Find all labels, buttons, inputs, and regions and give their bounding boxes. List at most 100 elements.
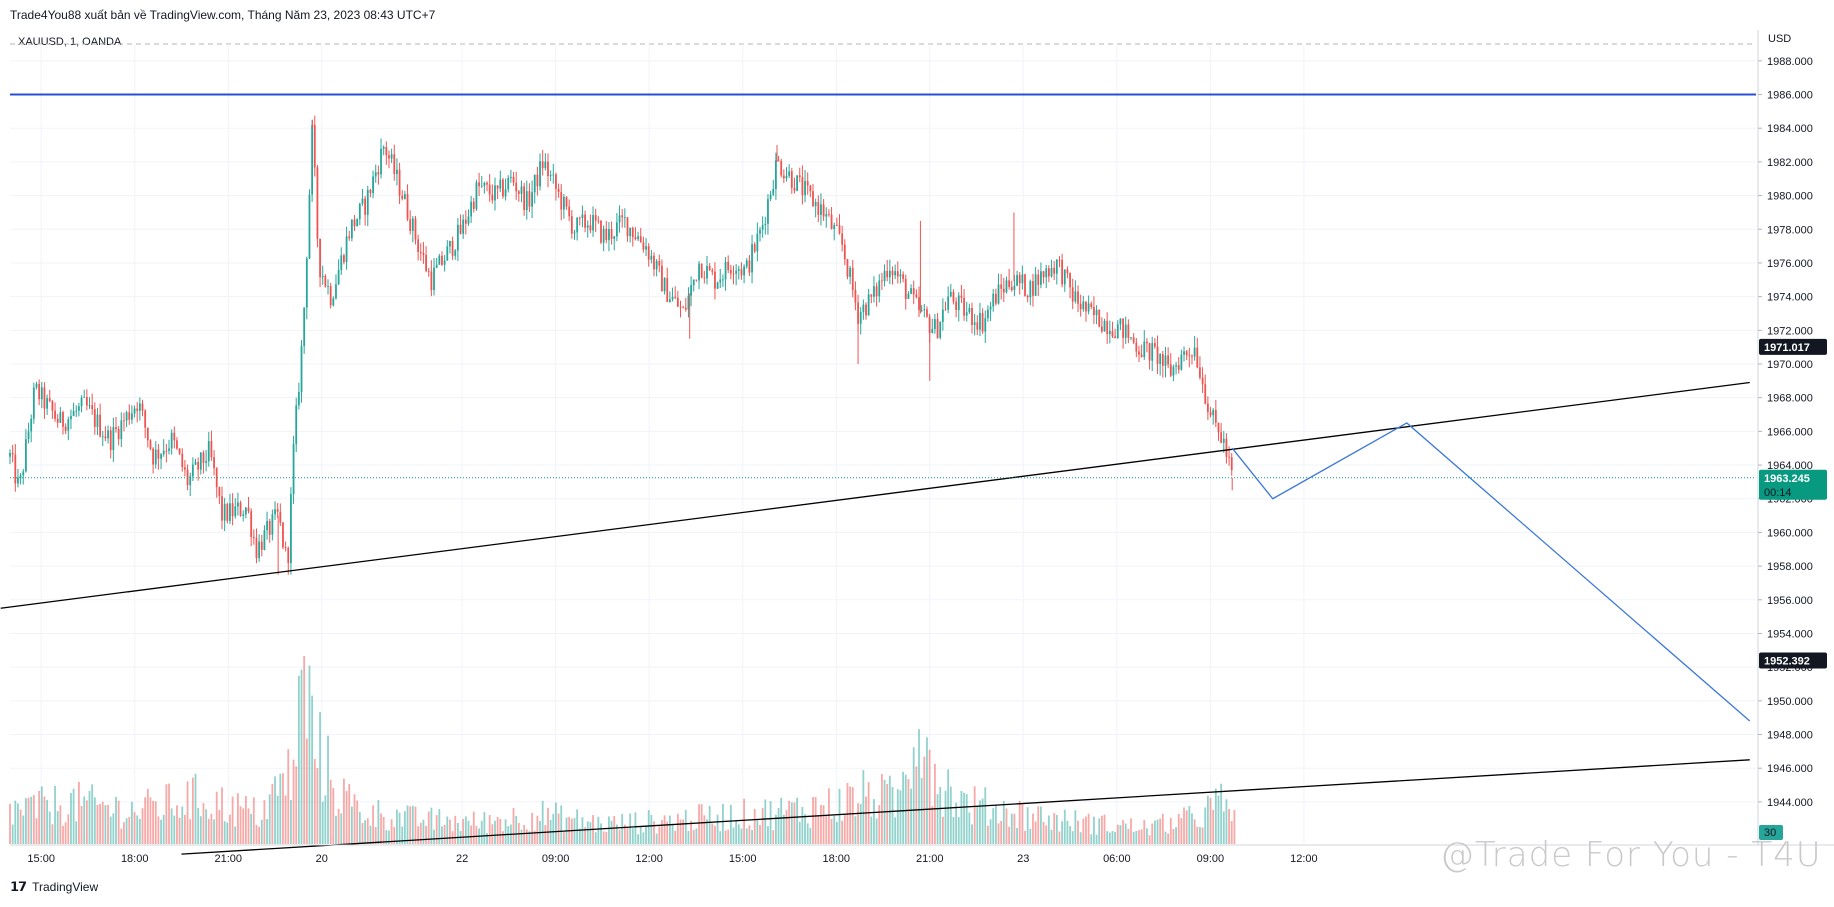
candle-body [449, 240, 451, 247]
volume-bar [668, 815, 671, 844]
volume-bar [287, 749, 290, 844]
candle-body [1010, 286, 1013, 291]
volume-bar [785, 809, 788, 844]
candle-body [221, 496, 223, 521]
volume-bar [173, 815, 176, 844]
candle-body [857, 302, 859, 324]
y-tick-label: 1984.000 [1767, 123, 1813, 135]
volume-bar [1047, 815, 1050, 844]
candle-body [343, 255, 345, 263]
candle-body [684, 307, 687, 310]
volume-bar [430, 807, 433, 844]
volume-bar [562, 832, 565, 844]
volume-bar [960, 791, 963, 844]
candle-body [1159, 354, 1162, 364]
candle-body [1122, 318, 1124, 338]
candle-body [756, 233, 759, 252]
candle-body [1148, 343, 1151, 361]
candle-body [894, 271, 897, 276]
volume-bar [311, 695, 314, 844]
candle-body [382, 147, 385, 149]
volume-bar [671, 823, 674, 844]
tradingview-footer[interactable]: 𝟭𝟳 TradingView [10, 879, 98, 895]
candle-body [560, 192, 563, 210]
candle-body [120, 420, 123, 440]
volume-bar [690, 820, 692, 844]
candle-body [271, 514, 274, 535]
candle-body [1204, 384, 1207, 404]
candle-body [788, 171, 791, 176]
volume-bar [1159, 818, 1162, 844]
volume-bar [674, 830, 677, 844]
volume-bar [1013, 813, 1016, 844]
volume-bar [78, 781, 80, 844]
y-tick-label: 1988.000 [1767, 56, 1813, 68]
candle-body [796, 175, 799, 191]
volume-bar [107, 804, 109, 844]
volume-bar [1111, 831, 1114, 844]
candle-body [459, 224, 462, 234]
candle-body [1180, 354, 1183, 370]
candle-body [602, 228, 605, 243]
volume-bar [1029, 828, 1032, 844]
candle-body [64, 426, 67, 431]
volume-bar [1002, 800, 1005, 844]
volume-bar [875, 818, 878, 844]
candle-body [237, 502, 239, 507]
volume-bar [1108, 832, 1111, 844]
candle-body [777, 160, 780, 162]
volume-bar [1021, 802, 1024, 844]
volume-bar [1220, 783, 1223, 844]
x-tick-label: 15:00 [729, 853, 757, 865]
volume-bar [820, 804, 822, 844]
volume-bar [165, 784, 168, 844]
volume-bar [252, 797, 255, 844]
volume-bar [1188, 806, 1191, 844]
candle-body [690, 285, 692, 296]
volume-bar [1050, 829, 1053, 844]
candle-body [173, 432, 176, 441]
volume-bar [435, 815, 438, 844]
volume-bar [557, 813, 560, 844]
candle-body [247, 507, 250, 512]
symbol-legend[interactable]: XAUUSD, 1, OANDA [18, 36, 122, 48]
volume-bar [1116, 824, 1119, 844]
candle-body [1071, 287, 1074, 302]
y-tick-label: 1956.000 [1767, 595, 1813, 607]
drawings [0, 93, 1756, 855]
volume-bar [1169, 817, 1172, 844]
candle-body [1008, 280, 1011, 287]
grid [10, 43, 1756, 844]
candle-body [881, 280, 883, 282]
candle-body [843, 244, 846, 260]
volume-bar [719, 831, 722, 844]
candle-body [708, 265, 711, 271]
candle-body [27, 431, 30, 440]
volume-bar [586, 821, 589, 844]
volume-bar [926, 737, 928, 844]
volume-bar [989, 819, 992, 844]
volume-bar [923, 756, 926, 844]
candle-body [761, 225, 764, 230]
volume-bar [849, 786, 852, 844]
candle-body [1058, 259, 1061, 261]
volume-bar [1191, 813, 1193, 844]
volume-bar [88, 790, 91, 844]
candle-body [446, 246, 449, 261]
candle-body [1005, 280, 1008, 293]
candle-body [494, 185, 496, 201]
x-tick-label: 18:00 [822, 853, 850, 865]
volume-bar [788, 800, 791, 844]
candle-body [539, 161, 541, 187]
candle-body [1106, 320, 1109, 335]
candle-body [835, 225, 838, 226]
candle-body [133, 408, 136, 414]
volume-bar [857, 803, 859, 844]
volume-bar [27, 797, 30, 844]
volume-bar [952, 816, 955, 844]
y-tick-label: 1982.000 [1767, 157, 1813, 169]
volume-bar [1079, 832, 1082, 844]
volume-bar [973, 786, 976, 844]
volume-bar [724, 830, 727, 844]
